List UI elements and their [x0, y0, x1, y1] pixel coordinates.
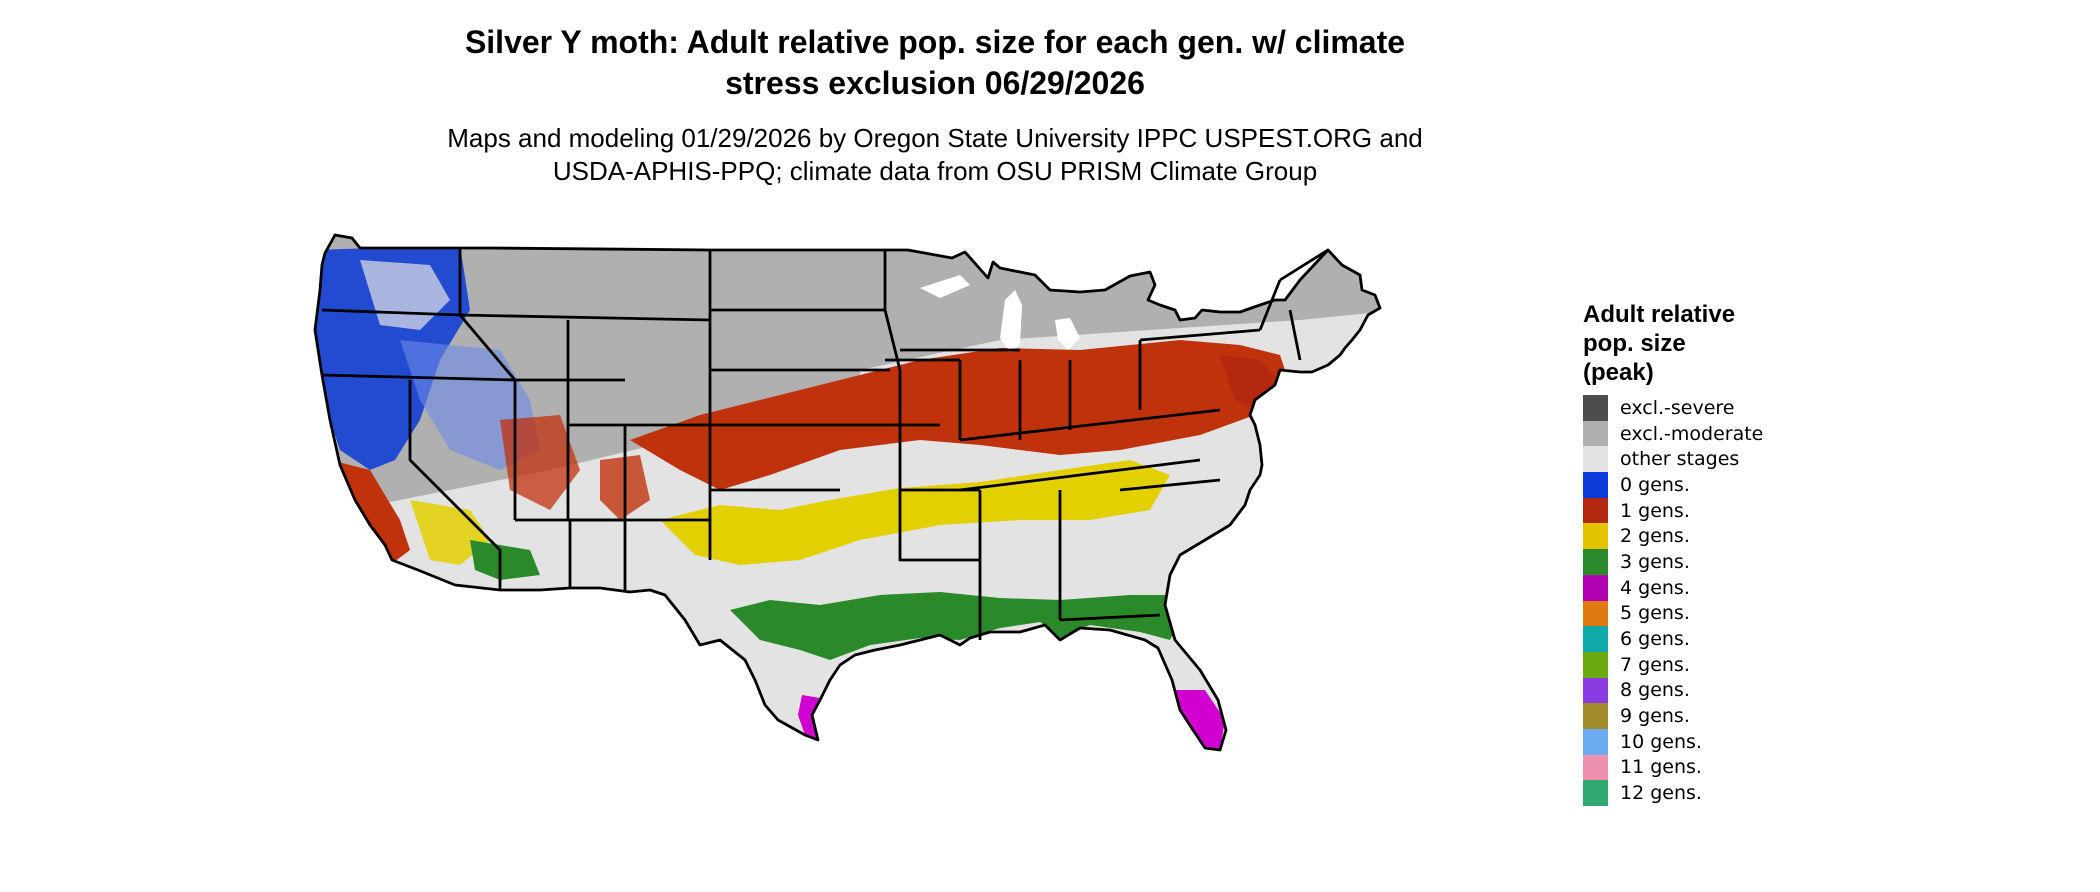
legend-swatch [1583, 497, 1608, 524]
legend-item: 5 gens. [1583, 600, 1763, 627]
legend-item: 0 gens. [1583, 472, 1763, 498]
map-title-line-1: Silver Y moth: Adult relative pop. size … [464, 24, 1406, 60]
legend-swatch [1583, 754, 1608, 781]
legend-label: 0 gens. [1620, 473, 1690, 496]
legend-item: other stages [1583, 446, 1763, 473]
legend-item: 6 gens. [1583, 626, 1763, 652]
legend-item: 10 gens. [1583, 728, 1763, 755]
legend-title: Adult relative pop. size (peak) [1583, 300, 1763, 387]
legend-swatch [1583, 677, 1608, 704]
legend-swatch [1583, 703, 1608, 729]
legend-item: excl.-moderate [1583, 420, 1764, 447]
legend-label: 6 gens. [1620, 628, 1690, 651]
legend-item: 11 gens. [1583, 754, 1763, 781]
legend-swatch [1583, 626, 1608, 652]
legend-label: 7 gens. [1620, 653, 1690, 676]
legend-swatch [1583, 728, 1608, 755]
legend-label: 1 gens. [1620, 499, 1690, 522]
legend-label: 3 gens. [1620, 550, 1690, 573]
legend-swatch [1583, 420, 1608, 447]
legend-swatch [1583, 651, 1608, 678]
legend-label: 10 gens. [1620, 730, 1702, 753]
legend-swatch [1583, 523, 1608, 550]
legend-item: 9 gens. [1583, 703, 1763, 729]
legend-label: 12 gens. [1620, 782, 1702, 805]
legend-label: 5 gens. [1620, 602, 1690, 625]
legend-item: 4 gens. [1583, 574, 1763, 601]
legend-title-line-1: Adult relative [1583, 301, 1736, 328]
map-title: Silver Y moth: Adult relative pop. size … [250, 22, 1620, 104]
legend-item: 8 gens. [1583, 677, 1763, 704]
legend-label: 2 gens. [1620, 525, 1690, 548]
legend-items: excl.-severe excl.-moderate other stages 0 … [1583, 395, 1763, 806]
legend-label: 9 gens. [1620, 705, 1690, 728]
legend-title-line-3: (peak) [1583, 359, 1654, 386]
us-map [313, 233, 1382, 752]
legend-swatch [1583, 446, 1608, 473]
legend-item: 3 gens. [1583, 549, 1763, 575]
map-subtitle-line-2: USDA-APHIS-PPQ; climate data from OSU PR… [552, 156, 1318, 186]
legend-swatch [1583, 549, 1608, 575]
legend-label: excl.-severe [1620, 396, 1735, 419]
map-subtitle: Maps and modeling 01/29/2026 by Oregon S… [250, 122, 1620, 188]
legend: Adult relative pop. size (peak) excl.-se… [1583, 300, 1763, 806]
legend-label: 8 gens. [1620, 679, 1690, 702]
legend-swatch [1583, 472, 1608, 498]
legend-label: 11 gens. [1620, 756, 1702, 779]
legend-item: 12 gens. [1583, 780, 1763, 806]
legend-label: 4 gens. [1620, 576, 1690, 599]
legend-label: excl.-moderate [1620, 422, 1764, 445]
legend-swatch [1583, 600, 1608, 627]
legend-item: 1 gens. [1583, 497, 1763, 524]
map-title-line-2: stress exclusion 06/29/2026 [725, 65, 1145, 101]
map-subtitle-line-1: Maps and modeling 01/29/2026 by Oregon S… [447, 123, 1423, 153]
legend-swatch [1583, 780, 1608, 806]
legend-title-line-2: pop. size [1583, 330, 1686, 357]
legend-label: other stages [1620, 448, 1740, 471]
legend-item: 7 gens. [1583, 651, 1763, 678]
legend-swatch [1583, 574, 1608, 601]
legend-swatch [1583, 395, 1608, 421]
legend-item: 2 gens. [1583, 523, 1763, 550]
legend-item: excl.-severe [1583, 395, 1763, 421]
